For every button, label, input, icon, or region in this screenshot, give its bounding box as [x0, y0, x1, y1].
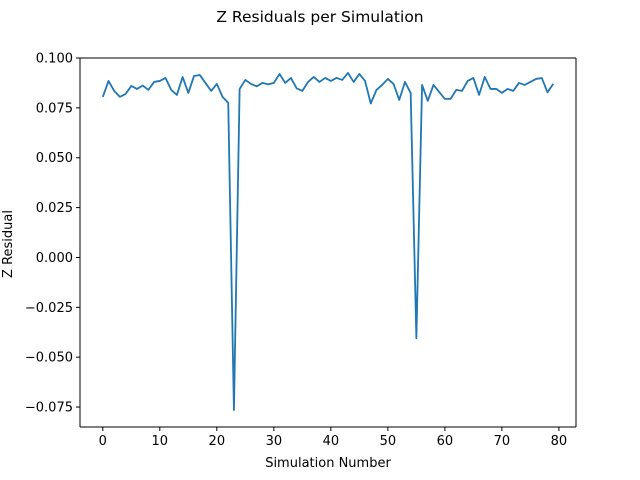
y-tick-label: −0.075	[25, 401, 73, 416]
x-tick-label: 50	[380, 434, 397, 449]
y-tick-label: 0.075	[36, 101, 73, 116]
x-tick-label: 30	[266, 434, 283, 449]
y-tick-label: 0.100	[36, 52, 73, 67]
x-tick-label: 40	[323, 434, 340, 449]
y-tick-label: 0.025	[36, 201, 73, 216]
y-tick-label: 0.050	[36, 151, 73, 166]
chart-title: Z Residuals per Simulation	[216, 8, 423, 26]
series-line-0	[101, 72, 554, 411]
x-tick-label: 20	[209, 434, 226, 449]
y-tick-label: −0.050	[25, 351, 73, 366]
y-tick-label: −0.025	[25, 301, 73, 316]
x-tick-label: 80	[551, 434, 568, 449]
x-tick-label: 70	[494, 434, 511, 449]
y-tick-label: 0.000	[36, 251, 73, 266]
x-tick-label: 10	[152, 434, 169, 449]
x-axis-title: Simulation Number	[265, 456, 391, 471]
x-tick-label: 60	[437, 434, 454, 449]
y-axis-title: Z Residual	[1, 210, 16, 278]
x-tick-label: 0	[99, 434, 107, 449]
